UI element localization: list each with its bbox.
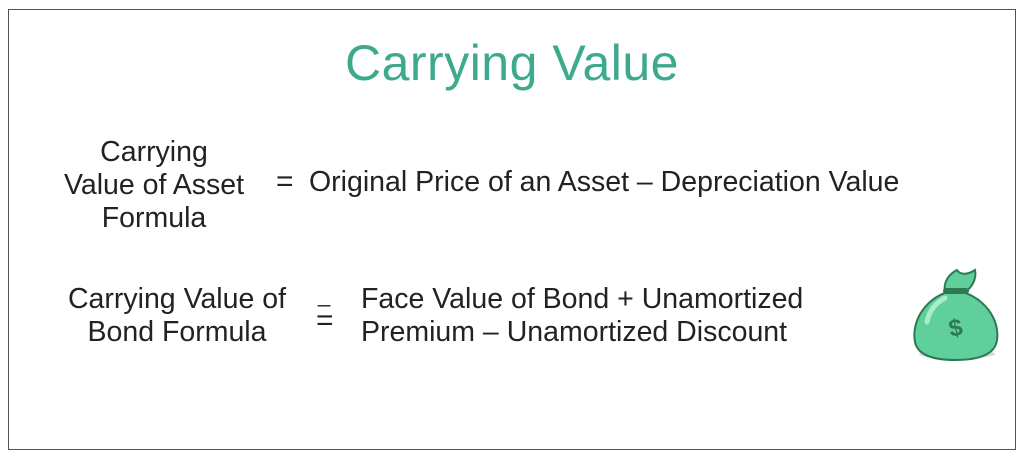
bond-expression-line-1: Face Value of Bond + Unamortized bbox=[361, 283, 804, 315]
asset-label-line-2: Value of Asset bbox=[63, 169, 245, 201]
asset-label-line-3: Formula bbox=[101, 202, 207, 234]
asset-label-line-1: Carrying bbox=[100, 136, 208, 168]
bond-equals-sign: = bbox=[316, 304, 334, 337]
bond-label-line-1: Carrying Value of bbox=[67, 283, 287, 315]
bond-equals-small: _ bbox=[318, 282, 331, 307]
bond-formula-label: Carrying Value of Bond Formula bbox=[40, 283, 314, 349]
bond-label-line-2: Bond Formula bbox=[87, 316, 267, 348]
money-bag-icon: $ bbox=[905, 262, 1005, 367]
bond-expression-line-2: Premium – Unamortized Discount bbox=[361, 316, 788, 348]
diagram-frame bbox=[8, 9, 1016, 450]
asset-formula-label: Carrying Value of Asset Formula bbox=[40, 136, 268, 235]
asset-equals-sign: = bbox=[276, 165, 294, 198]
bond-formula-expression: Face Value of Bond + Unamortized Premium… bbox=[361, 283, 803, 349]
dollar-sign: $ bbox=[946, 314, 965, 343]
page-title: Carrying Value bbox=[344, 35, 679, 91]
asset-formula-expression: Original Price of an Asset – Depreciatio… bbox=[309, 166, 900, 198]
